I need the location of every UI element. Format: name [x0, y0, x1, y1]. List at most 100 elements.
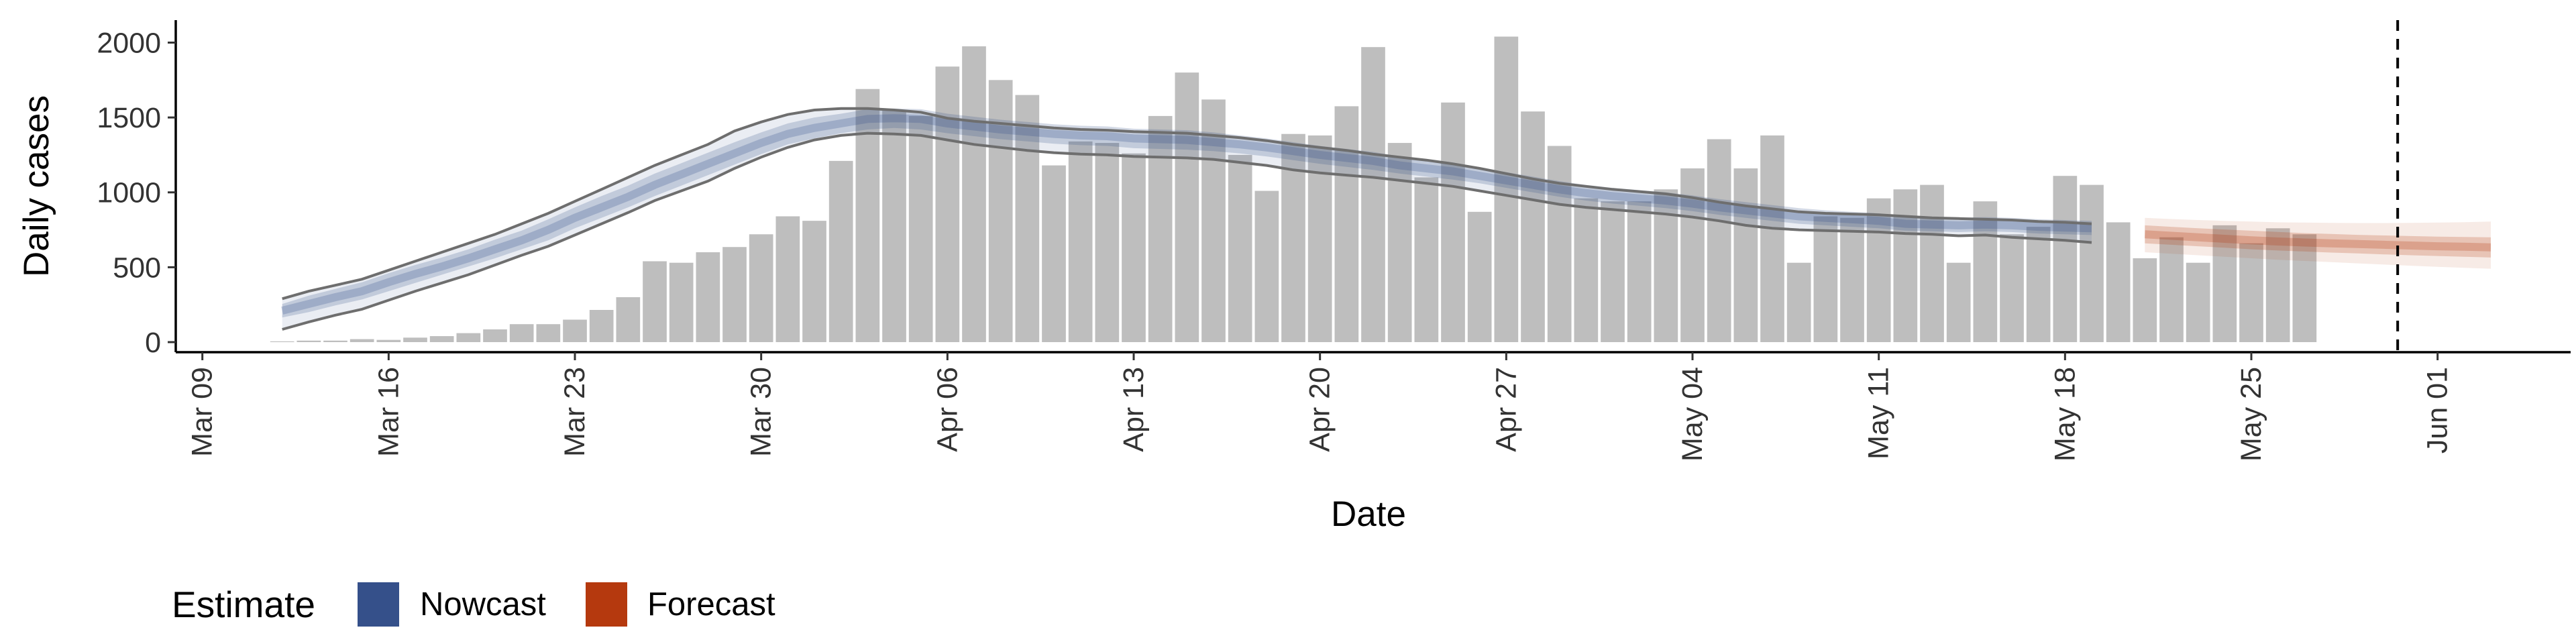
case-bar: [882, 109, 906, 342]
case-bar: [1228, 154, 1252, 342]
case-bar: [1201, 99, 1226, 343]
case-bar: [509, 324, 534, 342]
case-bar: [1760, 135, 1784, 342]
y-tick-label: 1500: [97, 102, 161, 134]
forecast-outer-band: [2145, 217, 2491, 269]
case-bar: [456, 333, 481, 342]
case-bar: [429, 336, 454, 342]
case-bar: [1494, 36, 1519, 343]
case-bar: [749, 234, 773, 342]
x-tick-label: May 18: [2049, 367, 2081, 462]
case-bar: [1973, 201, 1998, 342]
case-bar: [2159, 237, 2184, 342]
nowcast-upper-line: [282, 107, 2092, 301]
case-bar: [1042, 165, 1066, 342]
case-bar: [270, 341, 294, 342]
forecast-inner-band: [2145, 225, 2491, 258]
case-bar: [1866, 198, 1891, 342]
x-tick-label: May 04: [1676, 367, 1709, 462]
case-bar: [908, 115, 933, 342]
case-bar: [2000, 234, 2024, 342]
case-bar: [589, 310, 614, 342]
y-ticks: 0 500 1000 1500 2000: [97, 27, 176, 359]
legend-title: Estimate: [172, 584, 315, 625]
case-bar: [1707, 139, 1731, 342]
case-bars: [270, 36, 2317, 343]
y-tick-label: 500: [113, 252, 161, 284]
case-bar: [2265, 228, 2290, 342]
case-bar: [536, 324, 561, 342]
case-bar: [1175, 72, 1199, 343]
case-bar: [1148, 115, 1173, 342]
case-bar: [1095, 143, 1120, 342]
case-bar: [1122, 153, 1146, 342]
y-axis-title: Daily cases: [17, 95, 56, 277]
case-bar: [2053, 176, 2078, 342]
nowcast-median-line: [281, 114, 2092, 315]
case-bar: [2239, 243, 2263, 342]
case-bar: [1387, 143, 1412, 342]
case-bar: [1334, 106, 1359, 343]
case-bar: [1574, 198, 1599, 342]
nowcast-inner-band: [282, 108, 2092, 318]
x-tick-label: Apr 27: [1490, 367, 1522, 452]
case-bar: [643, 261, 667, 342]
x-axis: Mar 09 Mar 16 Mar 23 Mar 30 Apr 06 Apr 13 Apr …: [176, 351, 2571, 534]
case-bar: [563, 319, 587, 342]
case-bar: [1068, 141, 1093, 342]
case-bar: [855, 89, 880, 342]
nowcast-outer-band: [282, 108, 2092, 329]
y-axis: 0 500 1000 1500 2000 Daily cases: [17, 20, 177, 359]
x-ticks: Mar 09 Mar 16 Mar 23 Mar 30 Apr 06 Apr 13 Apr …: [186, 352, 2454, 462]
case-bar: [1893, 189, 1918, 342]
case-bar: [828, 160, 853, 342]
case-bar: [2212, 225, 2237, 342]
case-bar: [1627, 201, 1652, 342]
case-bar: [2186, 262, 2210, 342]
interval-lines: [282, 107, 2092, 331]
case-bar: [1547, 146, 1572, 342]
case-bar: [1733, 168, 1758, 342]
case-bar: [297, 340, 321, 342]
case-bar: [376, 339, 401, 342]
case-bar: [1467, 211, 1492, 342]
case-bar: [2106, 222, 2131, 342]
case-bar: [1786, 262, 1811, 342]
case-bar: [1946, 262, 1971, 342]
case-bar: [962, 46, 986, 343]
legend-label-forecast: Forecast: [647, 586, 775, 623]
case-bar: [1254, 191, 1279, 342]
case-bar: [1521, 111, 1545, 343]
forecast-median-line: [2144, 230, 2491, 252]
case-bar: [1920, 184, 1944, 342]
x-tick-label: Apr 20: [1304, 367, 1336, 452]
plot-panel: [270, 20, 2491, 352]
x-tick-label: Mar 09: [186, 367, 219, 457]
x-tick-label: Jun 01: [2422, 367, 2454, 453]
y-tick-label: 0: [145, 327, 161, 359]
x-tick-label: Apr 06: [931, 367, 963, 452]
case-bar: [1601, 201, 1625, 342]
case-bar: [1840, 217, 1864, 342]
case-bar: [1015, 95, 1040, 342]
case-bar: [2080, 184, 2104, 342]
nowcast-lower-line: [282, 131, 2092, 331]
case-bar: [350, 339, 374, 342]
x-tick-label: May 11: [1863, 367, 1895, 460]
legend-key-nowcast: [358, 582, 399, 627]
x-axis-title: Date: [1331, 494, 1406, 534]
case-bar: [1414, 177, 1439, 342]
case-bar: [483, 329, 507, 342]
legend-label-nowcast: Nowcast: [420, 586, 546, 623]
case-bar: [2026, 227, 2051, 342]
x-tick-label: Apr 13: [1118, 367, 1150, 452]
case-bar: [802, 221, 826, 342]
case-bar: [2133, 258, 2157, 342]
x-tick-label: May 25: [2235, 367, 2267, 462]
legend-key-forecast: [586, 582, 627, 627]
case-bar: [2292, 234, 2317, 342]
case-bar: [403, 337, 427, 342]
case-bar: [935, 66, 960, 343]
case-bar: [1307, 135, 1332, 342]
